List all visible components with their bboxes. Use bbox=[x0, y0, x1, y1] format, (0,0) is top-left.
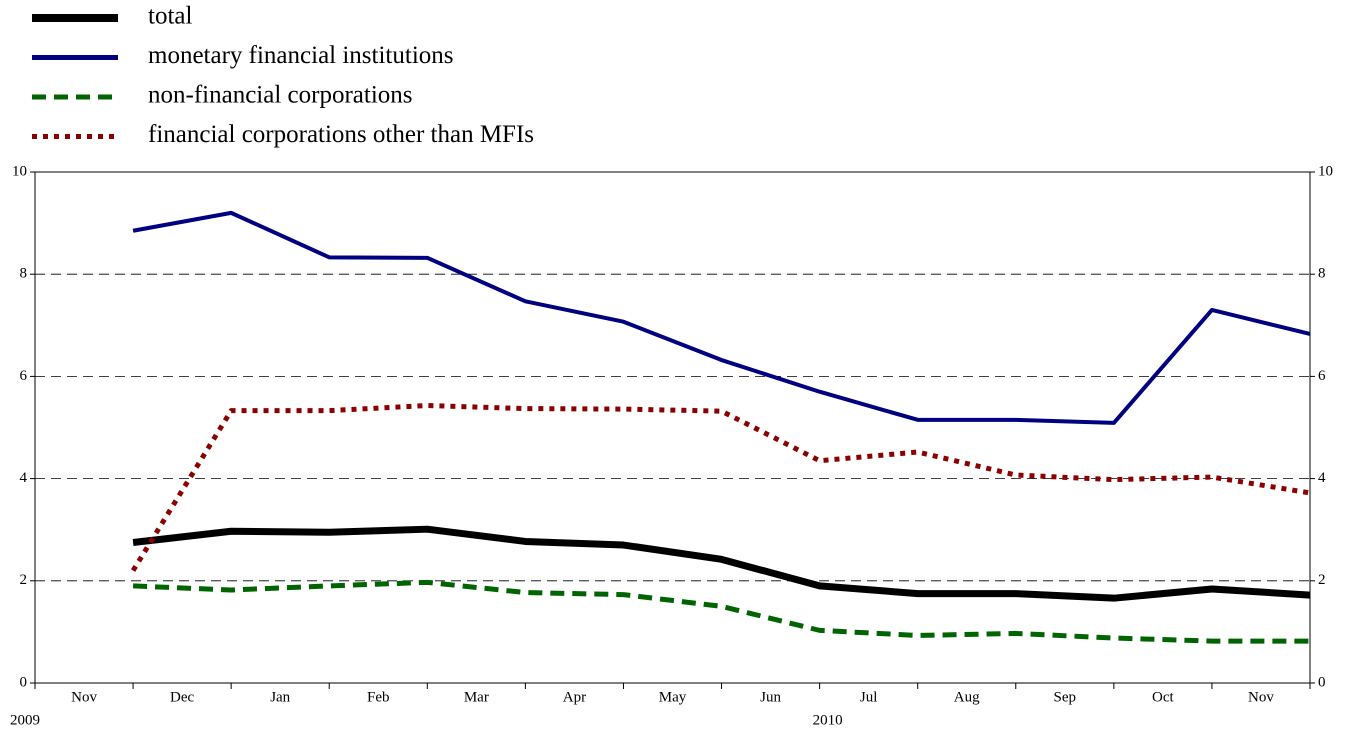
x-tick-label: Apr bbox=[563, 689, 586, 705]
y-tick-label: 2 bbox=[20, 572, 28, 588]
y-tick-label: 10 bbox=[12, 163, 27, 179]
year-label: 2009 bbox=[10, 712, 40, 728]
x-tick-label: Jul bbox=[860, 689, 878, 705]
x-tick-label: Jan bbox=[270, 689, 290, 705]
legend-label: monetary financial institutions bbox=[148, 42, 454, 69]
y-tick-label: 6 bbox=[20, 368, 28, 384]
series-line bbox=[132, 210, 1311, 425]
legend-label: total bbox=[148, 3, 192, 30]
legend-label: financial corporations other than MFIs bbox=[148, 121, 534, 148]
series-line bbox=[130, 403, 1311, 572]
x-tick-label: Aug bbox=[954, 689, 980, 705]
x-tick-label: Dec bbox=[170, 689, 194, 705]
y2-tick-label: 0 bbox=[1318, 674, 1326, 690]
y-tick-label: 0 bbox=[20, 674, 28, 690]
y2-tick-label: 10 bbox=[1318, 163, 1333, 179]
series-line bbox=[132, 525, 1311, 602]
y-tick-label: 4 bbox=[20, 470, 28, 486]
plot-frame bbox=[34, 171, 1311, 684]
x-tick-label: Sep bbox=[1054, 689, 1077, 705]
year-label: 2010 bbox=[813, 712, 843, 728]
legend-label: non-financial corporations bbox=[148, 82, 413, 109]
y2-tick-label: 6 bbox=[1318, 368, 1326, 384]
x-tick-label: May bbox=[659, 689, 687, 705]
series-line bbox=[132, 579, 1310, 644]
x-tick-label: Oct bbox=[1152, 689, 1174, 705]
y2-tick-label: 4 bbox=[1318, 470, 1326, 486]
y-tick-label: 8 bbox=[20, 266, 28, 282]
x-tick-label: Nov bbox=[1248, 689, 1274, 705]
y2-tick-label: 2 bbox=[1318, 572, 1326, 588]
x-tick-label: Jun bbox=[760, 689, 781, 705]
y2-tick-label: 8 bbox=[1318, 266, 1326, 282]
x-tick-label: Feb bbox=[367, 689, 390, 705]
x-tick-label: Nov bbox=[71, 689, 97, 705]
x-tick-label: Mar bbox=[464, 689, 489, 705]
